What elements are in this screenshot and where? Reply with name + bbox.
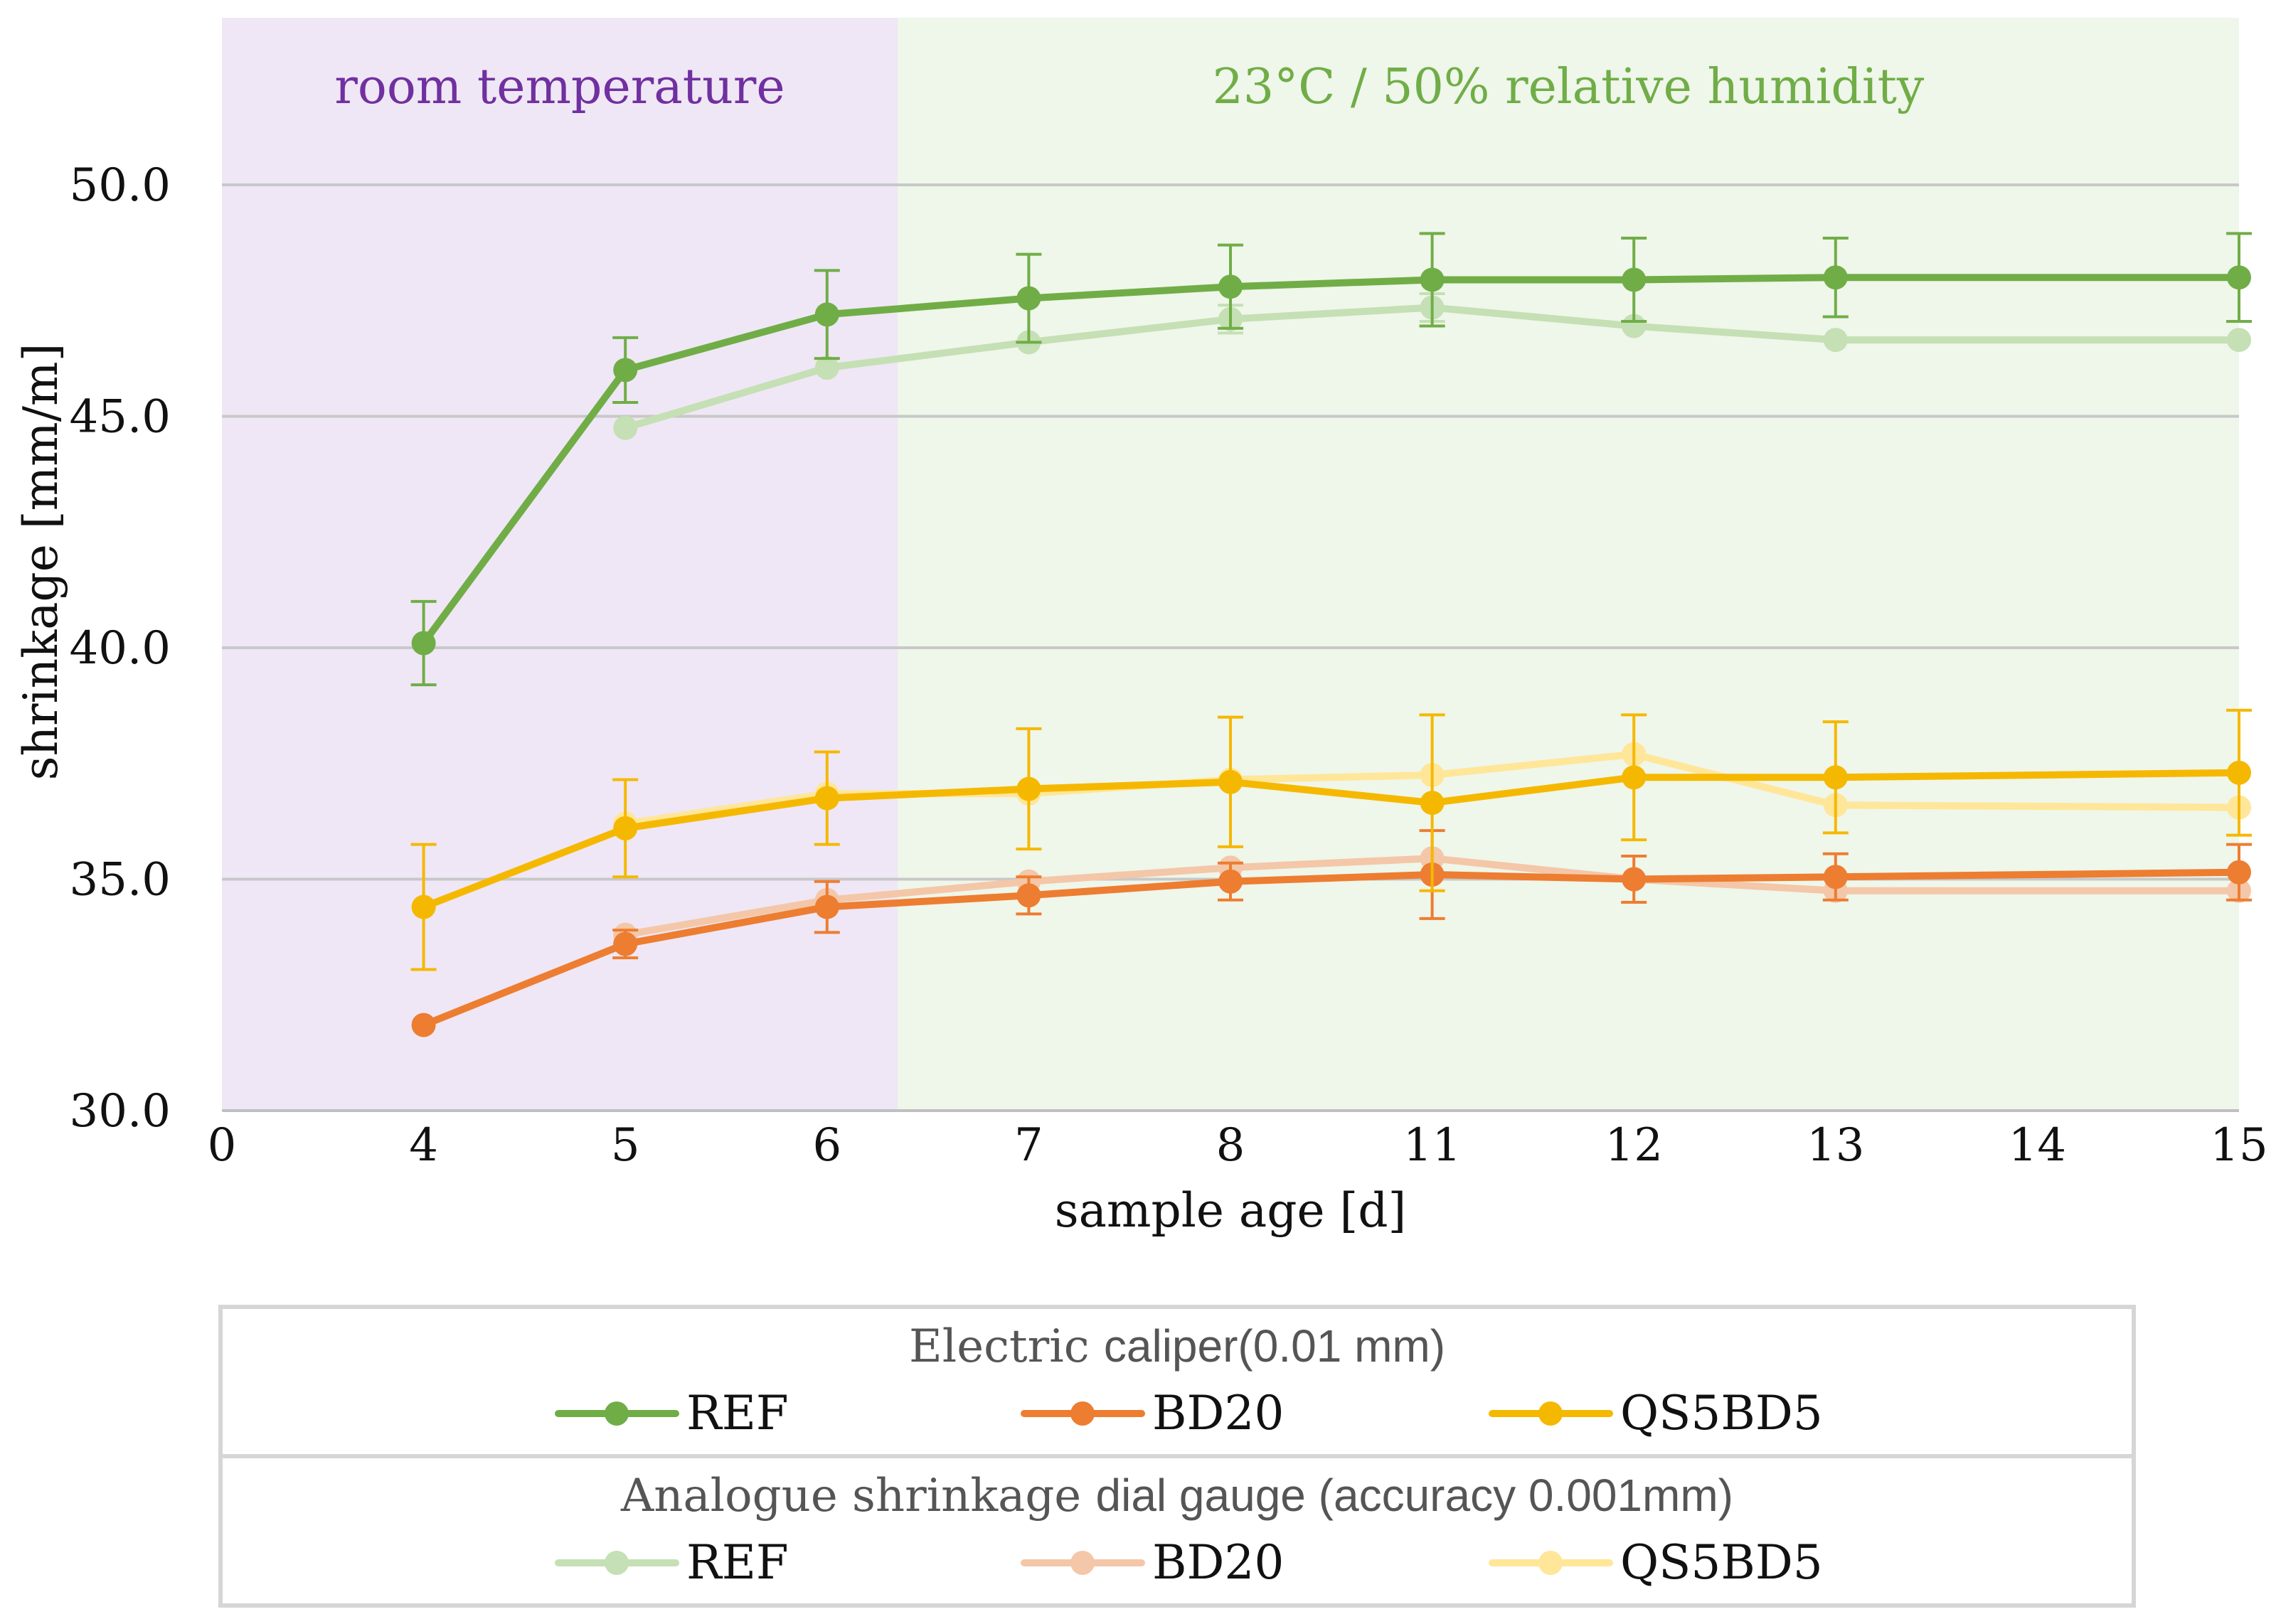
data-point bbox=[411, 894, 436, 919]
series-line-bd20-dial-gauge bbox=[622, 855, 2243, 939]
x-tick-label: 11 bbox=[1403, 1119, 1461, 1172]
legend-entry-label: BD20 bbox=[1152, 1386, 1284, 1441]
x-tick-label: 12 bbox=[1605, 1119, 1662, 1172]
legend-entry-label: QS5BD5 bbox=[1620, 1535, 1823, 1590]
region-band-1 bbox=[898, 18, 2239, 1111]
data-point bbox=[814, 894, 839, 919]
y-tick-label: 40.0 bbox=[70, 622, 171, 675]
legend-swatch-marker bbox=[605, 1401, 629, 1426]
legend-swatch-marker bbox=[1070, 1401, 1095, 1426]
data-point bbox=[2227, 860, 2251, 885]
data-point bbox=[1622, 867, 1647, 892]
series-line-ref-dial-gauge bbox=[622, 304, 2243, 432]
legend-box-dial-gauge bbox=[218, 1454, 2136, 1608]
data-point bbox=[1218, 869, 1243, 894]
data-point bbox=[1218, 274, 1243, 299]
x-tick-label: 6 bbox=[812, 1119, 841, 1172]
data-point bbox=[613, 415, 638, 440]
data-point bbox=[1622, 267, 1647, 292]
legend-group-title: Electric caliper(0.01 mm) bbox=[909, 1320, 1445, 1373]
x-tick-label: 14 bbox=[2009, 1119, 2066, 1172]
legend-swatch-marker bbox=[605, 1551, 629, 1575]
region-label-0: room temperature bbox=[334, 59, 785, 115]
data-point bbox=[613, 931, 638, 956]
x-tick-label: 15 bbox=[2210, 1119, 2267, 1172]
data-point bbox=[1016, 883, 1041, 908]
y-tick-label: 35.0 bbox=[70, 854, 171, 907]
data-point bbox=[814, 302, 839, 327]
data-point bbox=[814, 356, 839, 380]
data-point bbox=[814, 786, 839, 811]
data-point bbox=[2227, 265, 2251, 290]
legend-swatch-marker bbox=[1538, 1551, 1563, 1575]
x-tick-label: 5 bbox=[611, 1119, 640, 1172]
data-point bbox=[1420, 267, 1445, 292]
data-point bbox=[411, 1013, 436, 1037]
data-point bbox=[613, 358, 638, 383]
y-tick-label: 30.0 bbox=[70, 1085, 171, 1138]
legend-swatch-marker bbox=[1070, 1551, 1095, 1575]
legend-entry-label: REF bbox=[686, 1386, 789, 1441]
data-point bbox=[1218, 769, 1243, 794]
legend-entry-label: BD20 bbox=[1152, 1535, 1284, 1590]
data-point bbox=[2227, 760, 2251, 785]
x-tick-label: 0 bbox=[208, 1119, 237, 1172]
y-tick-label: 50.0 bbox=[70, 159, 171, 212]
region-band-0 bbox=[222, 18, 898, 1111]
data-point bbox=[1823, 865, 1848, 890]
legend-group-title-serif: Electric bbox=[909, 1320, 1104, 1373]
data-point bbox=[1823, 765, 1848, 790]
data-point bbox=[411, 631, 436, 656]
legend-entry-label: REF bbox=[686, 1535, 789, 1590]
legend-group-title: Analogue shrinkage dial gauge (accuracy … bbox=[620, 1470, 1733, 1522]
y-axis-title: shrinkage [mm/m] bbox=[14, 343, 68, 781]
y-tick-label: 45.0 bbox=[70, 391, 171, 444]
x-tick-label: 13 bbox=[1807, 1119, 1864, 1172]
legend-group-title-sans: caliper(0.01 mm) bbox=[1104, 1320, 1445, 1372]
data-point bbox=[1016, 776, 1041, 801]
x-tick-label: 7 bbox=[1014, 1119, 1043, 1172]
x-tick-label: 4 bbox=[409, 1119, 438, 1172]
legend-entry-label: QS5BD5 bbox=[1620, 1386, 1823, 1441]
data-point bbox=[1420, 791, 1445, 816]
region-label-1: 23°C / 50% relative humidity bbox=[1213, 59, 1925, 115]
legend-group-title-sans: dial gauge (accuracy 0.001mm) bbox=[1096, 1470, 1733, 1521]
legend-group-title-serif: Analogue shrinkage bbox=[620, 1470, 1095, 1522]
x-axis-title: sample age [d] bbox=[1055, 1183, 1407, 1238]
legend-swatch-marker bbox=[1538, 1401, 1563, 1426]
data-point bbox=[1016, 286, 1041, 311]
data-point bbox=[1622, 765, 1647, 790]
data-point bbox=[2227, 328, 2251, 353]
data-point bbox=[1823, 328, 1848, 353]
x-tick-label: 8 bbox=[1216, 1119, 1245, 1172]
legend-box-caliper bbox=[218, 1305, 2136, 1458]
data-point bbox=[613, 816, 638, 840]
data-point bbox=[1823, 265, 1848, 290]
